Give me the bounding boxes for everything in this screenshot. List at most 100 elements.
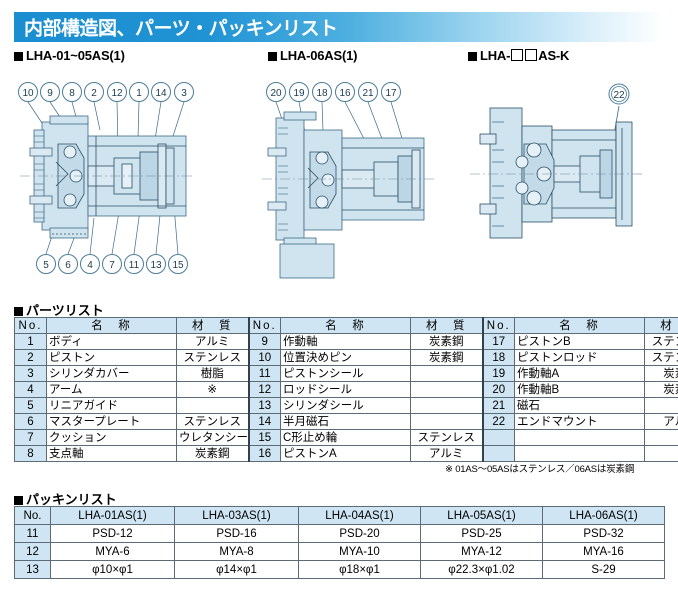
cell-no: 16 (247, 445, 281, 462)
cell-material: ステンレス (644, 349, 678, 366)
cell-material: 炭素鋼 (176, 445, 249, 462)
cell-material (410, 365, 483, 382)
table-row: 4 アーム ※ 12 ロッドシール 20 作動軸B 炭素鋼 (14, 381, 678, 398)
table-row: 1 ボディ アルミ 9 作動軸 炭素鋼 17 ピストンB ステンレス (14, 333, 678, 350)
col-header-no: No. (14, 506, 51, 525)
col-header-lha-04as: LHA-04AS(1) (298, 506, 421, 525)
cell-name: クッション (46, 429, 177, 446)
cell-name: ピストンロッド (514, 349, 645, 366)
svg-text:19: 19 (293, 88, 305, 99)
cell-value: PSD-32 (542, 524, 665, 543)
cell-name: 作動軸B (514, 381, 645, 398)
diagram-heading-c-suffix: AS-K (538, 48, 570, 63)
cell-no: 20 (481, 381, 515, 398)
cell-value: PSD-12 (50, 524, 175, 543)
cell-value: PSD-25 (420, 524, 543, 543)
packing-list-label: パッキンリスト (14, 489, 117, 508)
svg-text:3: 3 (181, 88, 187, 99)
cross-section-diagram-lha-as-k: 22 (470, 78, 675, 278)
table-row: 6 マスタープレート ステンレス 14 半月磁石 22 エンドマウント アルミ (14, 413, 678, 430)
svg-text:11: 11 (129, 260, 140, 271)
diagram-heading-c-prefix: LHA- (480, 48, 511, 63)
svg-text:2: 2 (91, 88, 97, 99)
cell-no: 1 (14, 333, 47, 350)
packing-list-table: No. LHA-01AS(1) LHA-03AS(1) LHA-04AS(1) … (14, 506, 665, 579)
cell-name: C形止め輪 (280, 429, 411, 446)
svg-text:7: 7 (109, 260, 115, 271)
table-row: 3 シリンダカバー 樹脂 11 ピストンシール 19 作動軸A 炭素鋼 (14, 365, 678, 382)
cell-no: 18 (481, 349, 515, 366)
col-header-name-2: 名 称 (280, 317, 411, 334)
cell-no: 11 (247, 365, 281, 382)
page-title: 内部構造図、パーツ・パッキンリスト (24, 18, 338, 40)
cell-material: ウレタンシート (176, 429, 249, 446)
cell-no: 22 (481, 413, 515, 430)
col-header-no-3: No. (481, 317, 515, 334)
cell-material (410, 381, 483, 398)
cell-material: アルミ (410, 445, 483, 462)
svg-text:6: 6 (65, 260, 71, 271)
cell-no: 13 (247, 397, 281, 414)
svg-text:1: 1 (136, 88, 142, 99)
bullet-square-icon (14, 496, 23, 505)
cell-name (514, 429, 645, 446)
cell-material (176, 397, 249, 414)
cell-name: ロッドシール (280, 381, 411, 398)
parts-list-table: No. 名 称 材 質 No. 名 称 材 質 No. 名 称 材 質 1 ボデ… (14, 317, 678, 462)
cell-material (410, 397, 483, 414)
diagram-heading-lha-06as: LHA-06AS(1) (268, 48, 357, 63)
col-header-name-3: 名 称 (514, 317, 645, 334)
diagram-heading-b-label: LHA-06AS(1) (280, 48, 358, 63)
cell-name: シリンダカバー (46, 365, 177, 382)
col-header-no-2: No. (247, 317, 281, 334)
cell-no: 3 (14, 365, 47, 382)
placeholder-box-icon (511, 49, 524, 61)
cell-name: エンドマウント (514, 413, 645, 430)
svg-text:20: 20 (270, 88, 282, 99)
svg-text:13: 13 (150, 260, 162, 271)
cell-name: ボディ (46, 333, 177, 350)
cell-value: MYA-12 (420, 542, 543, 561)
table-row: 11 PSD-12 PSD-16 PSD-20 PSD-25 PSD-32 (14, 524, 665, 543)
table-row: 13 φ10×φ1 φ14×φ1 φ18×φ1 φ22.3×φ1.02 S-29 (14, 560, 665, 579)
cell-material: ステンレス (410, 429, 483, 446)
cell-material: 樹脂 (176, 365, 249, 382)
cell-no: 2 (14, 349, 47, 366)
cell-no: 21 (481, 397, 515, 414)
cell-value: MYA-10 (298, 542, 421, 561)
cell-name: リニアガイド (46, 397, 177, 414)
cell-no: 8 (14, 445, 47, 462)
cell-name: 支点軸 (46, 445, 177, 462)
col-header-lha-05as: LHA-05AS(1) (420, 506, 543, 525)
parts-list-label-text: パーツリスト (26, 303, 104, 318)
cell-name: ピストン (46, 349, 177, 366)
svg-text:14: 14 (155, 88, 167, 99)
cell-name: 磁石 (514, 397, 645, 414)
cell-no: 6 (14, 413, 47, 430)
col-header-lha-06as: LHA-06AS(1) (542, 506, 665, 525)
cell-no: 10 (247, 349, 281, 366)
cell-name: 位置決めピン (280, 349, 411, 366)
svg-text:22: 22 (613, 90, 625, 101)
cell-no: 12 (14, 542, 51, 561)
cell-name: 作動軸A (514, 365, 645, 382)
cell-material (644, 445, 678, 462)
cell-value: φ18×φ1 (298, 560, 421, 579)
diagram-heading-lha-01-05as: LHA-01~05AS(1) (14, 48, 125, 63)
cell-value: S-29 (542, 560, 665, 579)
svg-text:16: 16 (339, 88, 351, 99)
svg-text:21: 21 (362, 88, 374, 99)
col-header-name-1: 名 称 (46, 317, 177, 334)
table-row: 12 MYA-6 MYA-8 MYA-10 MYA-12 MYA-16 (14, 542, 665, 561)
cell-material (410, 413, 483, 430)
cell-name: ピストンB (514, 333, 645, 350)
cell-name: ピストンシール (280, 365, 411, 382)
cell-name: 作動軸 (280, 333, 411, 350)
cell-no: 7 (14, 429, 47, 446)
table-row: 5 リニアガイド 13 シリンダシール 21 磁石 (14, 397, 678, 414)
parts-list-label: パーツリスト (14, 300, 104, 319)
cell-no: 14 (247, 413, 281, 430)
cell-no: 15 (247, 429, 281, 446)
cell-value: MYA-6 (50, 542, 175, 561)
cell-value: PSD-16 (174, 524, 299, 543)
